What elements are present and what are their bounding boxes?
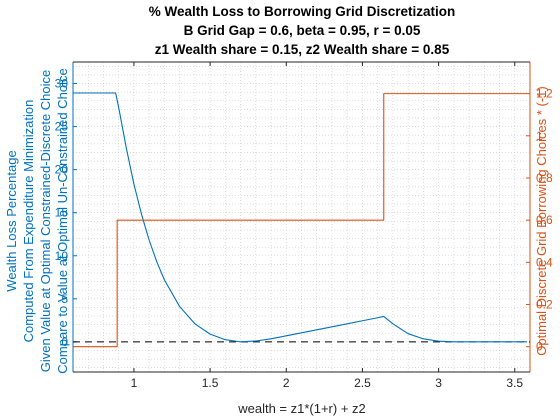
x-tick-label: 3.5: [506, 376, 523, 390]
y-tick-label-right: 0: [536, 340, 543, 354]
x-tick-label: 2: [283, 376, 290, 390]
series: [73, 92, 530, 348]
y-axis-label-left-line-3: Given Value at Optimal Constrained-Discr…: [38, 70, 53, 373]
x-tick-label: 1: [131, 376, 138, 390]
y-axis-label-right: Optimal Discrete Grid Borrowing Choices …: [534, 86, 549, 355]
chart-title-line-3: z1 Wealth share = 0.15, z2 Wealth share …: [155, 42, 450, 57]
chart-title-line-2: B Grid Gap = 0.6, beta = 0.95, r = 0.05: [184, 23, 421, 38]
series-line-wealth-loss: [73, 92, 527, 343]
axes: [72, 61, 531, 373]
y-tick-label-right: 0.8: [536, 171, 553, 185]
y-tick-label-left: 0: [61, 335, 68, 349]
y-tick-label-right: 1: [536, 129, 543, 143]
y-tick-label-right: 0.2: [536, 298, 553, 312]
x-tick-label: 3: [435, 376, 442, 390]
y-tick-label-right: 0.4: [536, 255, 553, 269]
x-axis-label: wealth = z1*(1+r) + z2: [237, 401, 366, 416]
y-tick-label-left: 30: [55, 77, 69, 91]
tick-labels: 1 1.5 2 2.5 3 3.5 0 5 10 15 20 25 30 0 0.2 0.4 0.6 0.8 1 1.…: [55, 77, 553, 390]
chart-title-line-1: % Wealth Loss to Borrowing Grid Discreti…: [149, 4, 456, 19]
y-tick-label-left: 5: [61, 292, 68, 306]
y-tick-label-right: 1.2: [536, 87, 553, 101]
y-tick-label-left: 15: [55, 206, 69, 220]
y-tick-label-right: 0.6: [536, 213, 553, 227]
x-tick-label: 2.5: [354, 376, 371, 390]
series-line-borrowing-choice: [73, 93, 527, 348]
y-tick-label-left: 25: [55, 120, 69, 134]
y-axis-label-left-line-1: Wealth Loss Percentage: [4, 150, 19, 291]
x-tick-label: 1.5: [202, 376, 219, 390]
y-axis-label-left: Wealth Loss Percentage Computed From Exp…: [4, 68, 70, 373]
grid: [73, 62, 530, 372]
y-tick-label-left: 10: [55, 249, 69, 263]
y-tick-label-left: 20: [55, 163, 69, 177]
y-axis-label-left-line-4: Compare to Value at Optimal Un-Constrain…: [55, 68, 70, 373]
y-axis-label-left-line-2: Computed From Expenditure Minimization: [21, 100, 36, 343]
